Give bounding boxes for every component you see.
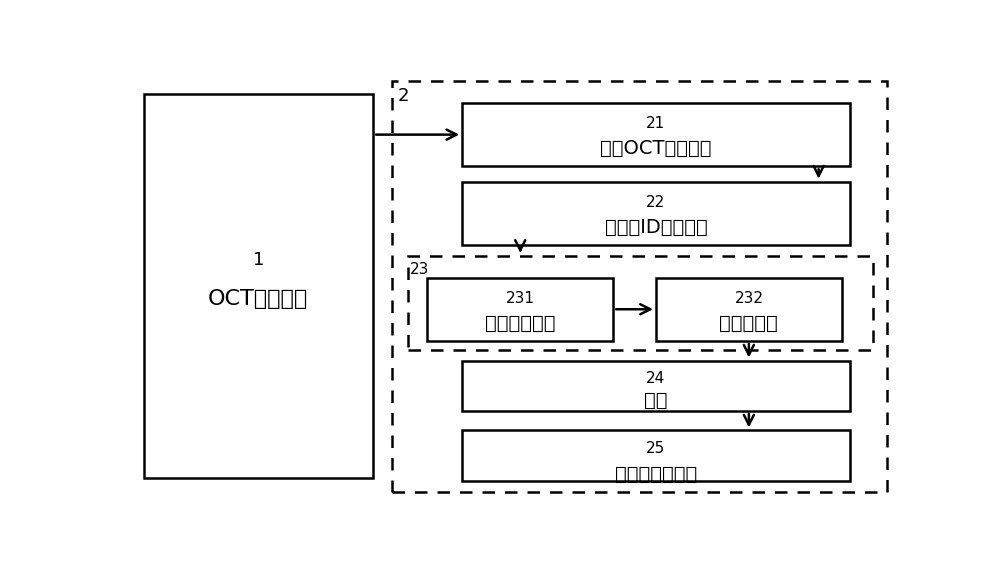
- Text: 231: 231: [506, 291, 535, 306]
- Text: 23: 23: [410, 263, 430, 277]
- Bar: [462, 181, 850, 245]
- Bar: [392, 81, 887, 492]
- Bar: [462, 103, 850, 166]
- Bar: [144, 94, 373, 479]
- Bar: [656, 278, 842, 341]
- Text: 建立分类器: 建立分类器: [720, 314, 778, 333]
- Text: 计算变异系数: 计算变异系数: [485, 314, 556, 333]
- Text: 生成血流造影图: 生成血流造影图: [615, 464, 697, 484]
- Text: 1: 1: [253, 251, 264, 269]
- Bar: [462, 430, 850, 481]
- Text: 24: 24: [646, 371, 666, 386]
- Bar: [462, 361, 850, 411]
- Bar: [427, 278, 613, 341]
- Text: 232: 232: [734, 291, 763, 306]
- Text: 21: 21: [646, 116, 666, 131]
- Text: OCT信号采集: OCT信号采集: [208, 289, 308, 310]
- Text: 投影至ID特征空间: 投影至ID特征空间: [604, 218, 707, 237]
- Text: 计算OCT信号特征: 计算OCT信号特征: [600, 139, 712, 158]
- Bar: [408, 256, 873, 350]
- Text: 分类: 分类: [644, 391, 668, 410]
- Text: 22: 22: [646, 194, 666, 210]
- Text: 25: 25: [646, 441, 666, 456]
- Text: 2: 2: [398, 87, 409, 105]
